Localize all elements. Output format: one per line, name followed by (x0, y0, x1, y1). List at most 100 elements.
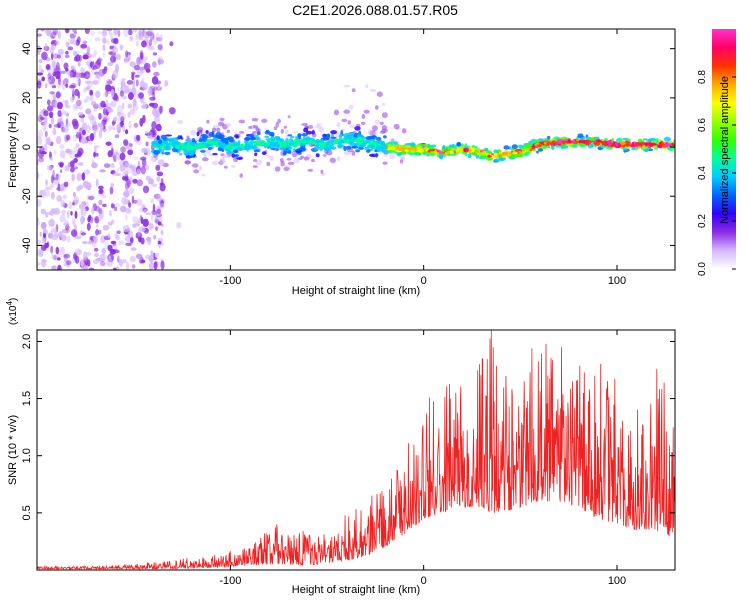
trace-blob (366, 136, 371, 140)
noise-blob (91, 122, 97, 126)
noise-blob (151, 76, 159, 85)
halo-blob (389, 153, 395, 160)
noise-blob (52, 71, 57, 77)
trace-blob (512, 151, 518, 155)
noise-blob (70, 65, 75, 70)
noise-blob (111, 203, 116, 209)
noise-blob (45, 140, 51, 145)
trace-blob (456, 142, 462, 147)
colorbar-scale (712, 29, 736, 269)
halo-blob (223, 165, 228, 169)
trace-blob (498, 154, 503, 159)
noise-blob (40, 69, 44, 74)
noise-blob (112, 171, 119, 177)
noise-blob (50, 116, 55, 125)
noise-blob (95, 229, 99, 236)
noise-blob (142, 185, 150, 194)
noise-blob (138, 207, 143, 213)
noise-blob (46, 32, 53, 37)
noise-blob (138, 226, 146, 233)
halo-blob (287, 115, 291, 119)
noise-blob (95, 224, 99, 228)
halo-blob (376, 91, 383, 97)
noise-blob (107, 150, 113, 158)
noise-blob (128, 120, 132, 130)
trace-blob (209, 138, 216, 141)
noise-blob (132, 223, 137, 228)
trace-blob (451, 147, 457, 151)
trace-blob (600, 145, 606, 149)
noise-blob (53, 254, 57, 261)
noise-blob (40, 29, 46, 32)
noise-blob (119, 90, 125, 97)
trace-blob (550, 141, 556, 145)
noise-blob (106, 39, 110, 45)
trace-blob (270, 143, 277, 148)
noise-blob (129, 35, 133, 42)
noise-blob (97, 214, 104, 221)
noise-blob (92, 235, 98, 244)
trace-blob (572, 140, 576, 144)
trace-blob (357, 140, 363, 146)
trace-blob (669, 143, 672, 147)
noise-blob (116, 111, 122, 116)
noise-blob (131, 264, 136, 269)
noise-blob (132, 78, 136, 88)
trace-blob (210, 140, 217, 145)
halo-blob (231, 165, 236, 168)
noise-blob (55, 173, 61, 179)
noise-blob (120, 81, 126, 88)
trace-blob (546, 141, 550, 146)
noise-blob (60, 54, 64, 63)
noise-blob (51, 265, 57, 270)
noise-blob (42, 122, 47, 132)
noise-blob (73, 195, 80, 205)
noise-blob (54, 124, 60, 128)
noise-blob (65, 112, 69, 117)
noise-blob (48, 111, 54, 119)
noise-blob (119, 44, 124, 51)
noise-blob (127, 103, 133, 109)
noise-blob (168, 107, 176, 115)
trace-blob (191, 138, 196, 143)
trace-blob (593, 138, 597, 142)
trace-blob (585, 137, 591, 140)
noise-blob (94, 252, 99, 257)
noise-blob (72, 217, 76, 225)
noise-blob (55, 173, 59, 179)
noise-blob (81, 129, 86, 136)
trace-blob (343, 135, 351, 141)
noise-blob (60, 234, 67, 242)
halo-blob (261, 118, 268, 123)
noise-blob (101, 247, 106, 255)
halo-blob (293, 131, 298, 134)
trace-blob (226, 144, 230, 149)
noise-blob (40, 221, 47, 230)
noise-blob (160, 223, 164, 227)
trace-blob (446, 146, 452, 151)
noise-blob (122, 125, 126, 132)
trace-blob (293, 143, 297, 148)
noise-blob (110, 55, 116, 63)
trace-blob (297, 133, 302, 138)
trace-blob (303, 127, 309, 133)
trace-blob (522, 149, 526, 152)
trace-blob (315, 138, 320, 144)
noise-blob (38, 157, 45, 163)
noise-blob (74, 50, 81, 55)
trace-blob (329, 145, 335, 149)
trace-blob (354, 126, 361, 131)
halo-blob (201, 157, 209, 162)
noise-blob (130, 247, 137, 251)
trace-blob (374, 137, 377, 140)
trace-blob (310, 141, 314, 145)
halo-blob (178, 152, 183, 156)
halo-blob (303, 156, 310, 161)
noise-blob (74, 210, 78, 219)
noise-blob (102, 44, 106, 52)
noise-blob (118, 240, 125, 246)
noise-blob (50, 43, 56, 51)
noise-blob (133, 122, 139, 128)
noise-blob (64, 165, 70, 172)
noise-blob (78, 184, 84, 190)
